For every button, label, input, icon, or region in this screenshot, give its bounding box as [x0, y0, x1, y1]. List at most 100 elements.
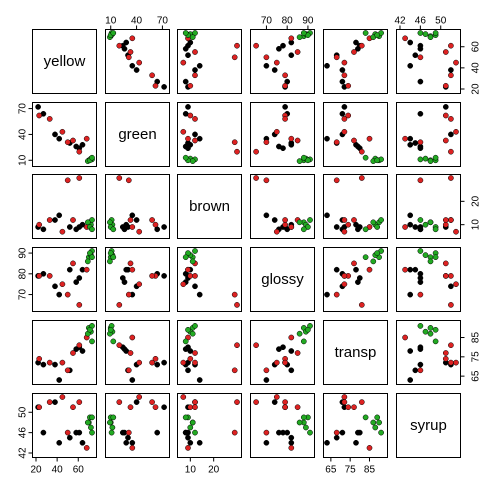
data-point: [234, 42, 240, 49]
data-point: [448, 273, 454, 279]
panel-frame: [177, 247, 242, 312]
axis-tick-label: 60: [73, 465, 85, 476]
data-point: [76, 275, 83, 281]
data-point: [123, 221, 130, 228]
data-point: [280, 42, 286, 49]
data-point: [282, 221, 288, 228]
data-point: [353, 266, 359, 273]
data-point: [341, 394, 348, 400]
data-point: [263, 139, 270, 146]
data-point: [192, 429, 198, 436]
data-point: [271, 399, 278, 405]
data-point: [185, 445, 191, 451]
data-point: [125, 177, 132, 184]
data-point: [351, 137, 357, 144]
panel-frame: [250, 29, 315, 94]
data-point: [417, 145, 424, 152]
data-point: [427, 325, 434, 331]
panel-frame: [32, 320, 97, 385]
data-point: [116, 342, 123, 349]
data-point: [189, 258, 196, 265]
data-point: [333, 139, 340, 146]
data-point: [280, 145, 286, 152]
data-point: [253, 399, 259, 405]
data-point: [107, 219, 113, 226]
data-point: [356, 429, 363, 436]
data-point: [192, 404, 198, 411]
panel-glossy-vs-yellow: [32, 247, 97, 312]
data-point: [356, 275, 363, 281]
data-point: [149, 217, 155, 223]
data-point: [288, 334, 295, 341]
data-point: [185, 326, 191, 333]
panel-brown-vs-transp: [323, 174, 388, 239]
data-point: [407, 348, 414, 354]
data-point: [129, 224, 136, 230]
data-point: [417, 156, 424, 163]
data-point: [442, 112, 449, 119]
data-point: [129, 35, 136, 42]
data-point: [231, 367, 238, 374]
data-point: [149, 359, 155, 366]
data-point: [333, 177, 340, 184]
panel-frame: [396, 320, 461, 385]
data-point: [189, 158, 196, 164]
panel-frame: [105, 393, 170, 458]
data-point: [185, 434, 191, 441]
axis-tick-label: 42: [18, 447, 29, 459]
data-point: [46, 217, 53, 223]
data-point: [294, 49, 301, 55]
data-point: [288, 52, 295, 59]
data-point: [185, 104, 191, 110]
data-point: [129, 334, 136, 341]
data-point: [351, 49, 357, 55]
panel-frame: [396, 29, 461, 94]
panel-frame: [32, 393, 97, 458]
data-point: [263, 62, 270, 69]
axis-tick-label: 85: [471, 332, 482, 344]
data-point: [417, 275, 424, 281]
data-point: [136, 359, 143, 366]
data-point: [362, 226, 369, 233]
data-point: [288, 439, 295, 446]
data-point: [56, 377, 63, 383]
data-point: [263, 212, 270, 219]
panel-syrup-vs-transp: [323, 393, 388, 458]
data-point: [442, 137, 449, 144]
data-point: [417, 110, 424, 117]
panel-frame: [250, 393, 315, 458]
data-point: [307, 217, 313, 223]
data-point: [64, 291, 71, 298]
data-point: [125, 291, 132, 298]
data-point: [376, 419, 382, 426]
data-point: [52, 283, 58, 290]
axis-tick-label: 80: [18, 268, 29, 280]
data-point: [417, 224, 424, 230]
data-point: [282, 399, 288, 405]
data-point: [273, 394, 280, 400]
data-point: [288, 348, 295, 354]
data-point: [341, 72, 348, 79]
panel-transp-vs-brown: [177, 320, 242, 385]
data-point: [351, 217, 357, 223]
data-point: [56, 291, 63, 298]
data-point: [123, 439, 130, 446]
data-point: [76, 429, 83, 436]
data-point: [422, 252, 429, 258]
data-point: [358, 175, 365, 181]
data-point: [40, 429, 47, 436]
data-point: [129, 266, 136, 273]
axis-tick-label: 20: [208, 465, 220, 476]
data-point: [407, 212, 414, 219]
data-point: [422, 31, 429, 37]
data-point: [187, 348, 194, 354]
data-point: [412, 224, 419, 230]
data-point: [180, 394, 187, 400]
data-point: [374, 414, 381, 421]
axis-tick-label: 40: [18, 128, 29, 140]
data-point: [154, 429, 161, 436]
data-point: [187, 112, 194, 119]
data-point: [296, 34, 303, 41]
panel-syrup-vs-brown: [177, 393, 242, 458]
data-point: [46, 399, 53, 405]
